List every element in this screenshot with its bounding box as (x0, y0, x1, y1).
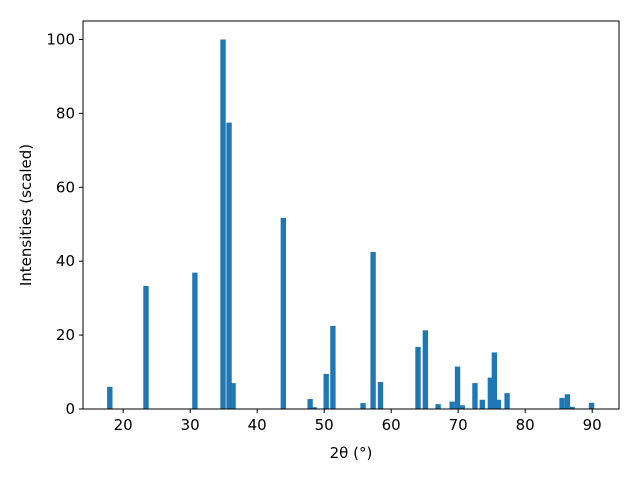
bar (370, 251, 376, 409)
bar (307, 399, 313, 409)
bar (459, 405, 465, 409)
bar (280, 217, 287, 409)
x-tick-label: 60 (382, 416, 401, 434)
bar (360, 403, 366, 409)
bar (564, 394, 571, 409)
bar (192, 272, 198, 409)
bar (559, 397, 565, 409)
bar (230, 383, 236, 409)
y-tick-label: 80 (56, 104, 75, 122)
bar (454, 366, 461, 409)
bar (491, 352, 498, 409)
bar (143, 285, 149, 409)
y-tick-label: 40 (56, 252, 75, 270)
bar (487, 377, 494, 409)
y-tick-label: 20 (56, 326, 75, 344)
bar (479, 399, 485, 409)
bar (323, 373, 329, 409)
x-tick-label: 70 (449, 416, 468, 434)
x-tick-label: 20 (114, 416, 133, 434)
bar (569, 406, 575, 409)
x-tick-label: 90 (583, 416, 602, 434)
bar (311, 407, 317, 409)
bar (422, 330, 429, 409)
bar (449, 401, 455, 409)
y-tick-label: 60 (56, 178, 75, 196)
bar (472, 383, 478, 409)
bar (226, 122, 232, 409)
bar (107, 386, 113, 409)
bar (588, 402, 595, 409)
x-tick-label: 40 (248, 416, 267, 434)
y-tick-label: 0 (65, 400, 75, 418)
y-axis-label: Intensities (scaled) (17, 144, 35, 286)
bar (330, 325, 336, 409)
bar (377, 382, 384, 409)
bar (415, 346, 421, 409)
bar (220, 39, 226, 409)
x-axis-label: 2θ (°) (330, 444, 373, 462)
x-tick-label: 50 (315, 416, 334, 434)
bar (504, 393, 510, 409)
y-tick-label: 100 (46, 30, 75, 48)
bar (435, 404, 441, 409)
x-tick-label: 80 (516, 416, 535, 434)
bar (495, 399, 502, 409)
x-tick-label: 30 (181, 416, 200, 434)
plot-frame (82, 20, 620, 410)
